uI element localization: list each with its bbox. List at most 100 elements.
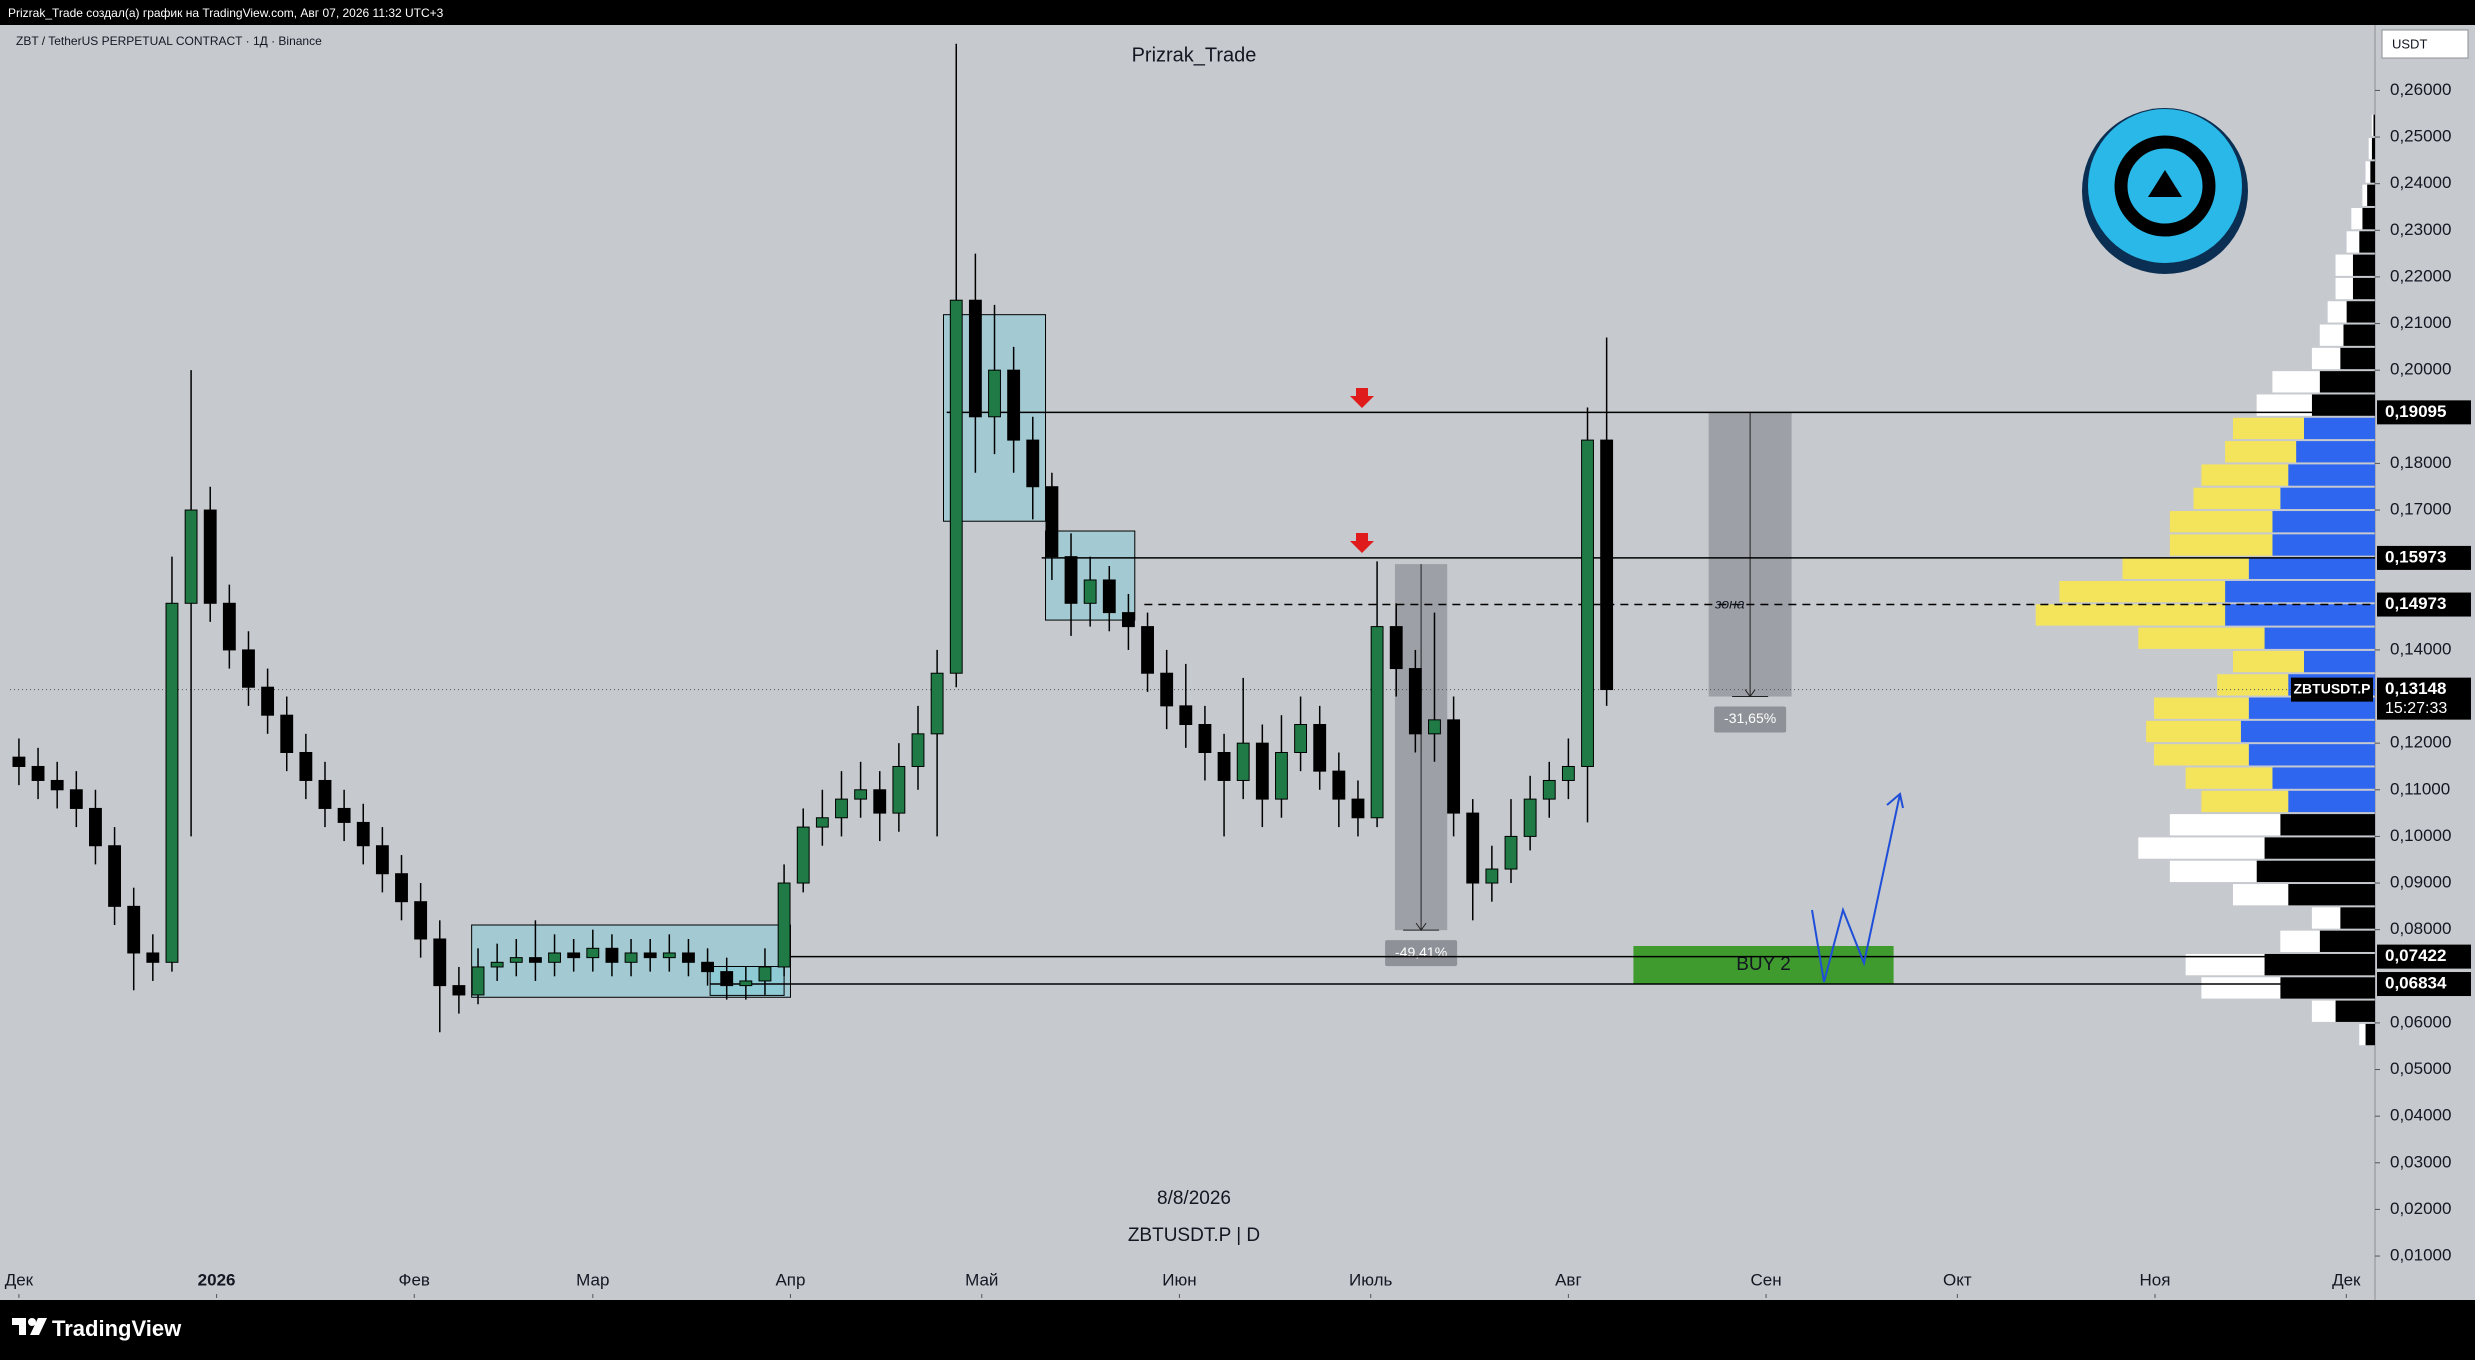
volume-sell-bar	[2225, 441, 2297, 463]
volume-sell-bar	[2035, 604, 2226, 626]
volume-buy-bar	[2373, 114, 2375, 137]
volume-buy-bar	[2272, 511, 2375, 533]
volume-sell-bar	[2201, 977, 2281, 999]
candle-body	[1255, 742, 1269, 800]
candle-body	[1408, 668, 1422, 735]
candle-body	[1179, 705, 1193, 726]
measure-label: -31,65%	[1724, 710, 1776, 726]
volume-sell-bar	[2371, 114, 2374, 137]
level-axis-box	[2377, 944, 2471, 969]
volume-sell-bar	[2311, 347, 2341, 370]
level-axis-label: 0,15973	[2385, 547, 2446, 566]
brand-name: TradingView	[52, 1316, 182, 1341]
volume-sell-bar	[2351, 207, 2363, 230]
candle-body	[433, 938, 447, 987]
candle-body	[930, 672, 944, 735]
candle-body	[682, 952, 695, 963]
candle-body	[796, 826, 810, 884]
volume-buy-bar	[2352, 254, 2375, 276]
chart-title: Prizrak_Trade	[1132, 44, 1257, 66]
candle-body	[69, 789, 83, 809]
y-tick-label: 0,17000	[2390, 500, 2451, 519]
projection-path	[1811, 792, 1904, 983]
currency-box[interactable]	[2381, 29, 2469, 59]
candle-body	[605, 947, 619, 963]
candle-body	[1523, 798, 1537, 837]
volume-buy-bar	[2264, 953, 2375, 976]
volume-buy-bar	[2340, 907, 2375, 929]
volume-buy-bar	[2272, 534, 2375, 556]
volume-sell-bar	[2059, 580, 2226, 603]
candle-body	[528, 957, 542, 963]
candle-body	[395, 873, 408, 903]
volume-buy-bar	[2346, 301, 2375, 323]
candle-body	[280, 714, 294, 753]
candle-body	[1466, 812, 1480, 884]
chart-background	[0, 25, 2475, 1300]
volume-buy-bar	[2303, 650, 2375, 673]
candle-body	[318, 779, 332, 809]
x-tick-label: Мар	[576, 1270, 609, 1289]
date-caption: 8/8/2026	[1157, 1188, 1231, 1209]
x-tick-label: Ноя	[2140, 1270, 2171, 1289]
volume-sell-bar	[2201, 790, 2289, 813]
volume-sell-bar	[2169, 860, 2257, 883]
candle-body	[127, 905, 141, 954]
y-tick-label: 0,05000	[2390, 1059, 2451, 1078]
candle-body	[203, 509, 217, 604]
volume-buy-bar	[2256, 860, 2375, 883]
volume-sell-bar	[2311, 1000, 2336, 1022]
candle-body	[1313, 724, 1327, 772]
candle-body	[89, 807, 102, 847]
volume-buy-bar	[2280, 487, 2375, 510]
volume-buy-bar	[2288, 790, 2375, 813]
candle-body	[873, 789, 887, 814]
volume-buy-bar	[2248, 557, 2375, 579]
volume-buy-bar	[2365, 1023, 2375, 1046]
y-tick-label: 0,22000	[2390, 266, 2451, 285]
volume-buy-bar	[2335, 1000, 2375, 1022]
volume-buy-bar	[2340, 347, 2375, 370]
level-axis-label: 0,07422	[2385, 946, 2446, 965]
y-tick-label: 0,04000	[2390, 1106, 2451, 1125]
candle-body	[471, 966, 485, 996]
volume-sell-bar	[2311, 907, 2341, 929]
measure-label-box	[1714, 706, 1787, 733]
volume-buy-bar	[2288, 464, 2375, 486]
candle-body	[490, 961, 504, 968]
candle-body	[1389, 626, 1403, 670]
candle-body	[1236, 742, 1250, 781]
volume-buy-bar	[2303, 417, 2375, 440]
candle-body	[815, 817, 829, 828]
candle-body	[261, 686, 275, 716]
candle-body	[1102, 579, 1116, 614]
volume-buy-bar	[2296, 441, 2375, 463]
y-tick-label: 0,14000	[2390, 639, 2451, 658]
candle-body	[12, 756, 26, 767]
y-tick-label: 0,03000	[2390, 1152, 2451, 1171]
last-price-box	[2377, 677, 2471, 720]
volume-buy-bar	[2248, 697, 2375, 719]
volume-sell-bar	[2335, 254, 2353, 276]
candle-body	[911, 733, 925, 767]
candle-body	[1600, 439, 1614, 691]
x-tick-label: Сен	[1750, 1270, 1781, 1289]
y-tick-label: 0,11000	[2390, 779, 2450, 798]
candle-body	[701, 961, 715, 973]
x-tick-label: Июль	[1349, 1270, 1393, 1289]
volume-buy-bar	[2367, 184, 2375, 206]
volume-sell-bar	[2169, 511, 2273, 533]
volume-buy-bar	[2362, 207, 2375, 230]
symbol-info: ZBT / TetherUS PERPETUAL CONTRACT · 1Д ·…	[16, 34, 322, 48]
volume-sell-bar	[2232, 884, 2289, 906]
volume-sell-bar	[2327, 301, 2347, 323]
candle-body	[1447, 719, 1461, 814]
volume-buy-bar	[2264, 837, 2375, 859]
last-price-symbol: ZBTUSDT.P	[2294, 680, 2371, 696]
volume-sell-bar	[2138, 627, 2265, 649]
candle-body	[1504, 835, 1518, 870]
level-axis-box	[2377, 400, 2471, 425]
volume-sell-bar	[2365, 161, 2371, 183]
volume-sell-bar	[2217, 674, 2289, 696]
candle-body	[1198, 724, 1212, 753]
